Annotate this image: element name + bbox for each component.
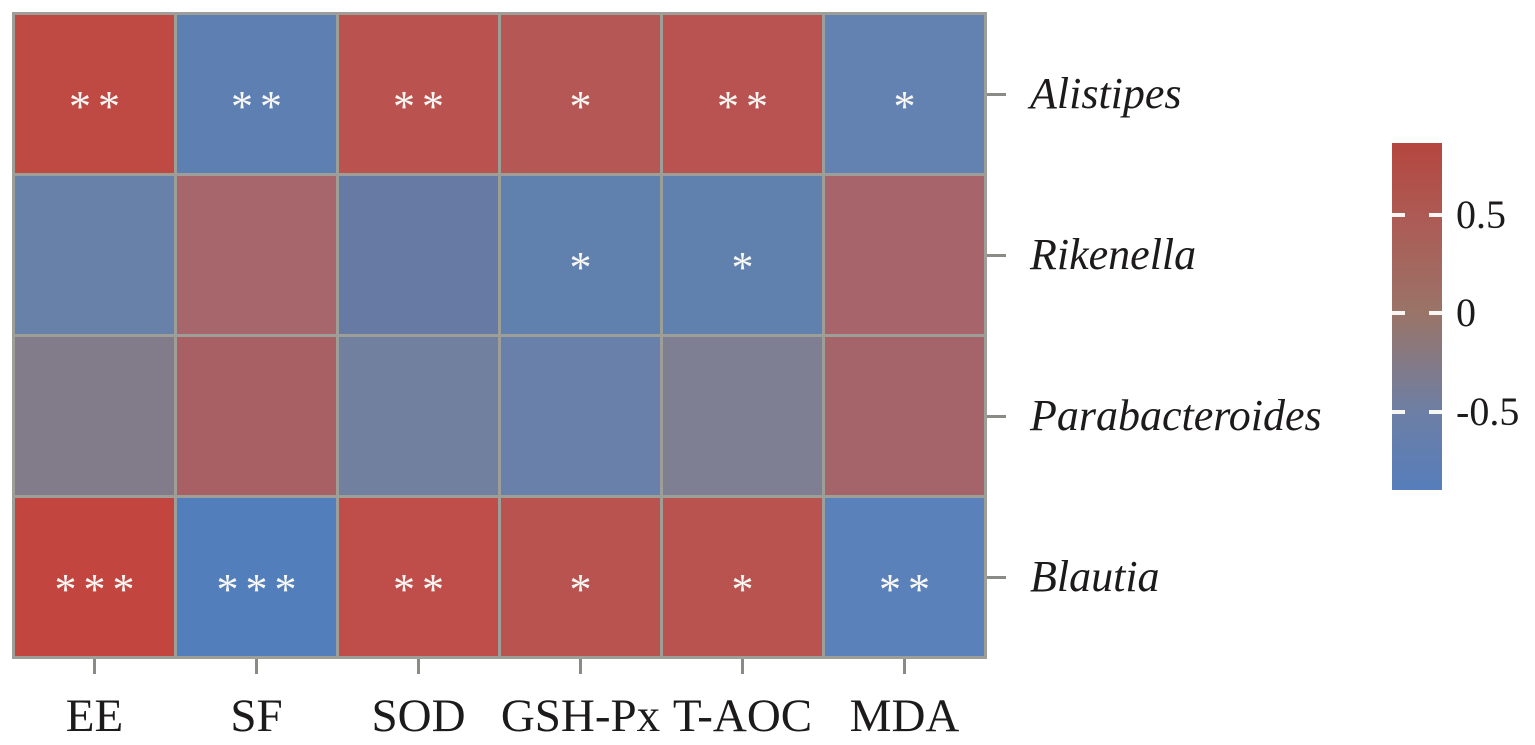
colorbar-tick-label-0: 0: [1456, 290, 1476, 336]
column-label-SOD: SOD: [371, 690, 466, 742]
colorbar-tick-mark: [1429, 311, 1442, 316]
row-tick: [987, 414, 1006, 418]
cell-Alistipes-MDA: *: [825, 15, 984, 173]
cell-Rikenella-GSH-Px: *: [501, 176, 660, 334]
cell-Rikenella-MDA: [825, 176, 984, 334]
column-tick: [417, 659, 420, 674]
column-tick: [903, 659, 906, 674]
colorbar-tick-mark: [1429, 212, 1442, 217]
column-tick: [93, 659, 96, 674]
cell-Blautia-GSH-Px: *: [501, 498, 660, 656]
colorbar-tick-label--0.5: -0.5: [1456, 388, 1520, 434]
significance-stars: *: [569, 243, 599, 293]
cell-Parabacteroides-T-AOC: [663, 337, 822, 495]
colorbar-tick-mark: [1392, 311, 1405, 316]
significance-stars: *: [569, 565, 599, 615]
cell-Rikenella-EE: [15, 176, 174, 334]
column-tick: [255, 659, 258, 674]
column-label-EE: EE: [65, 690, 124, 742]
cell-Blautia-SF: ***: [177, 498, 336, 656]
significance-stars: *: [731, 243, 761, 293]
cell-Alistipes-EE: **: [15, 15, 174, 173]
row-tick: [987, 92, 1006, 96]
column-label-T-AOC: T-AOC: [672, 690, 813, 742]
cell-Parabacteroides-MDA: [825, 337, 984, 495]
colorbar-tick-mark: [1392, 212, 1405, 217]
column-tick: [741, 659, 744, 674]
significance-stars: ***: [54, 565, 142, 615]
colorbar-tick-mark: [1429, 409, 1442, 414]
colorbar-gradient: [1392, 143, 1442, 490]
cell-Alistipes-SF: **: [177, 15, 336, 173]
significance-stars: **: [393, 565, 451, 615]
cell-Rikenella-T-AOC: *: [663, 176, 822, 334]
row-label-Alistipes: Alistipes: [1030, 69, 1182, 118]
column-label-MDA: MDA: [849, 690, 960, 742]
cell-Blautia-SOD: **: [339, 498, 498, 656]
cell-Parabacteroides-GSH-Px: [501, 337, 660, 495]
colorbar-tick-mark: [1392, 409, 1405, 414]
column-label-SF: SF: [230, 690, 283, 742]
heatmap-grid: ** ** ** * ** * * * *** *** ** * * **: [12, 12, 987, 659]
significance-stars: *: [569, 82, 599, 132]
significance-stars: **: [879, 565, 937, 615]
column-label-GSH-Px: GSH-Px: [500, 690, 661, 742]
cell-Blautia-T-AOC: *: [663, 498, 822, 656]
significance-stars: ***: [216, 565, 304, 615]
significance-stars: **: [231, 82, 289, 132]
cell-Parabacteroides-EE: [15, 337, 174, 495]
cell-Alistipes-T-AOC: **: [663, 15, 822, 173]
colorbar-tick-label-0.5: 0.5: [1456, 191, 1506, 237]
cell-Rikenella-SOD: [339, 176, 498, 334]
significance-stars: *: [731, 565, 761, 615]
cell-Rikenella-SF: [177, 176, 336, 334]
significance-stars: **: [69, 82, 127, 132]
row-label-Parabacteroides: Parabacteroides: [1030, 391, 1322, 440]
row-tick: [987, 253, 1006, 257]
cell-Parabacteroides-SOD: [339, 337, 498, 495]
cell-Alistipes-GSH-Px: *: [501, 15, 660, 173]
row-tick: [987, 575, 1006, 579]
significance-stars: **: [393, 82, 451, 132]
row-label-Rikenella: Rikenella: [1030, 230, 1197, 279]
significance-stars: *: [893, 82, 923, 132]
row-label-Blautia: Blautia: [1030, 552, 1160, 601]
cell-Blautia-EE: ***: [15, 498, 174, 656]
cell-Blautia-MDA: **: [825, 498, 984, 656]
cell-Alistipes-SOD: **: [339, 15, 498, 173]
significance-stars: **: [717, 82, 775, 132]
cell-Parabacteroides-SF: [177, 337, 336, 495]
column-tick: [579, 659, 582, 674]
